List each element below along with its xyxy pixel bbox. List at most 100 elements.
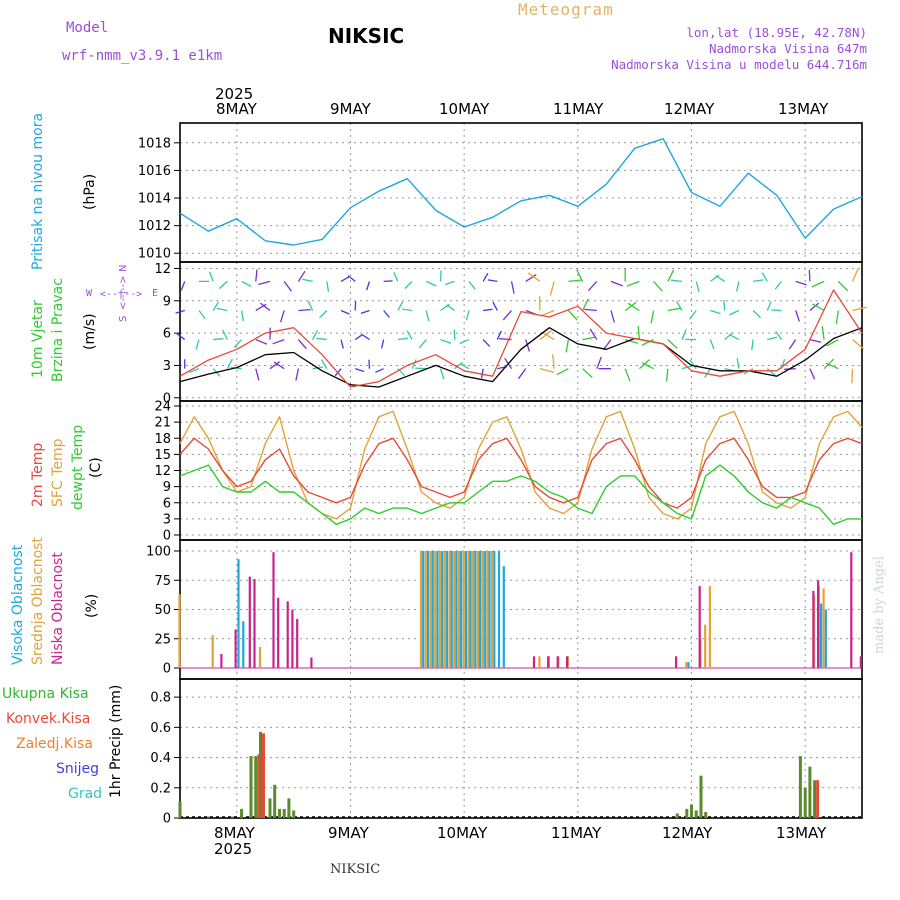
wind-arrow-78 — [446, 304, 456, 312]
cloud-mid-bar-19 — [685, 662, 688, 668]
wind-arrow-177 — [809, 338, 822, 343]
ytick-label-2-8: 24 — [154, 400, 171, 415]
wind-arrow-136 — [665, 368, 669, 382]
precip-total-bar-17 — [699, 775, 703, 818]
wind-arrow-191 — [851, 267, 859, 282]
cloud-high-bar-22 — [824, 609, 827, 668]
altitude: Nadmorska Visina 647m — [708, 41, 867, 56]
precip-total-bar-16 — [694, 810, 698, 818]
precip-conv-bar-2 — [816, 780, 820, 818]
ytick-label-2-7: 21 — [154, 416, 171, 431]
ytick-label-1-1: 3 — [163, 359, 171, 374]
wind-arrow-2 — [175, 309, 185, 314]
legend-hail: Grad — [68, 786, 103, 802]
wind-arrow-3 — [180, 281, 186, 291]
compass-w: W — [86, 288, 93, 299]
wind-arrow-135 — [653, 280, 663, 292]
wind-arrow-20 — [255, 368, 260, 381]
wind-arrow-22 — [255, 303, 267, 312]
precip-total-bar-9 — [278, 808, 281, 818]
lonlat: lon,lat (18.95E, 42.78N) — [686, 25, 867, 40]
wind-arrow-91 — [487, 279, 498, 283]
wind-arrow-55 — [366, 281, 371, 291]
wind-arrow-176 — [809, 368, 816, 380]
date-top-3: 11MAY — [553, 100, 604, 118]
wind-arrow-37 — [312, 329, 319, 340]
ytick-label-2-6: 18 — [154, 432, 171, 447]
wind-arrow-32 — [295, 368, 300, 381]
wind-arrow-188 — [851, 368, 854, 384]
wind-arrow-164 — [766, 368, 776, 376]
date-top-2: 10MAY — [439, 100, 490, 118]
panel-frame-1 — [179, 261, 863, 402]
wind-arrow-29 — [272, 338, 285, 345]
wind-arrow-64 — [411, 359, 417, 369]
legend-rain-conv: Konvek.Kisa — [6, 711, 91, 727]
cloud-high-bar-2 — [422, 551, 425, 668]
wind-arrow-28 — [273, 361, 285, 370]
footer-station: NIKSIC — [330, 862, 381, 877]
precip-total-bar-1 — [206, 816, 210, 818]
cloud-mid-bar-17 — [486, 551, 489, 668]
wind-arrow-19 — [241, 280, 252, 287]
wind-arrow-68 — [415, 367, 427, 370]
wind-arrow-112 — [582, 368, 593, 378]
ytick-label-4-4: 0.8 — [150, 691, 171, 706]
wind-arrow-13 — [222, 329, 228, 340]
wind-arrow-85 — [482, 339, 491, 347]
precip-total-bar-18 — [704, 812, 708, 818]
date-top-5: 13MAY — [778, 100, 829, 118]
precip-total-bar-12 — [292, 810, 296, 818]
cloud-mid-bar-16 — [481, 551, 484, 668]
cloud-mid-bar-2 — [258, 646, 262, 668]
wind-arrow-48 — [355, 368, 365, 373]
cloud-high-bar-8 — [450, 551, 453, 668]
cloud-high-bar-21 — [820, 603, 823, 668]
precip-total-bar-3 — [240, 808, 244, 818]
wind-arrow-185 — [826, 339, 839, 347]
legend-rain-frozen: Zaledj.Kisa — [16, 736, 93, 752]
wind-arrow-143 — [671, 279, 683, 283]
wind-arrow-110 — [567, 310, 578, 321]
wind-arrow-1 — [176, 333, 186, 341]
wind-arrow-148 — [704, 368, 711, 378]
panel-frame-0 — [179, 122, 863, 263]
wind-arrow-76 — [454, 361, 463, 370]
precip-total-bar-4 — [249, 756, 253, 818]
wind-arrow-43 — [326, 281, 330, 292]
precip-total-bar-2 — [230, 816, 234, 818]
ytick-label-3-3: 75 — [154, 574, 171, 589]
cloud-mid-bar-0 — [178, 594, 181, 668]
cloud-high-bar-0 — [237, 559, 240, 668]
cloud-mid-bar-13 — [467, 551, 470, 668]
wind-arrow-184 — [825, 362, 839, 370]
cloud-low-bar-19 — [859, 656, 862, 668]
wind-arrow-96 — [517, 368, 527, 380]
cloud-low-bar-13 — [566, 656, 569, 668]
wind-arrow-109 — [565, 339, 570, 353]
precip-conv-bar-0 — [257, 754, 261, 818]
wind-arrow-81 — [459, 338, 470, 345]
cloud-mid-bar-14 — [472, 551, 475, 668]
wind-arrow-138 — [667, 307, 681, 312]
wind-arrow-54 — [360, 309, 370, 315]
wind-arrow-104 — [551, 354, 555, 369]
wind-arrow-39 — [302, 278, 313, 283]
wind-arrow-41 — [316, 337, 327, 341]
wind-arrow-80 — [459, 363, 470, 370]
ytick-label-4-3: 0.6 — [150, 721, 171, 736]
wind-arrow-30 — [279, 310, 285, 323]
wind-arrow-87 — [482, 272, 489, 282]
wind-arrow-69 — [418, 339, 427, 349]
wind-arrow-182 — [811, 303, 825, 312]
precip-conv-bar-1 — [262, 733, 265, 818]
wind-arrow-186 — [835, 310, 839, 324]
model-altitude: Nadmorska Visina u modelu 644.716m — [611, 57, 867, 72]
cloud-high-bar-1 — [242, 621, 245, 668]
date-bottom-0: 8MAY — [214, 824, 255, 842]
wind-arrow-4 — [189, 368, 200, 373]
wind-arrow-106 — [540, 309, 555, 317]
ytick-label-2-1: 3 — [163, 512, 171, 527]
wind-arrow-62 — [397, 301, 404, 311]
wind-arrow-45 — [340, 339, 344, 349]
